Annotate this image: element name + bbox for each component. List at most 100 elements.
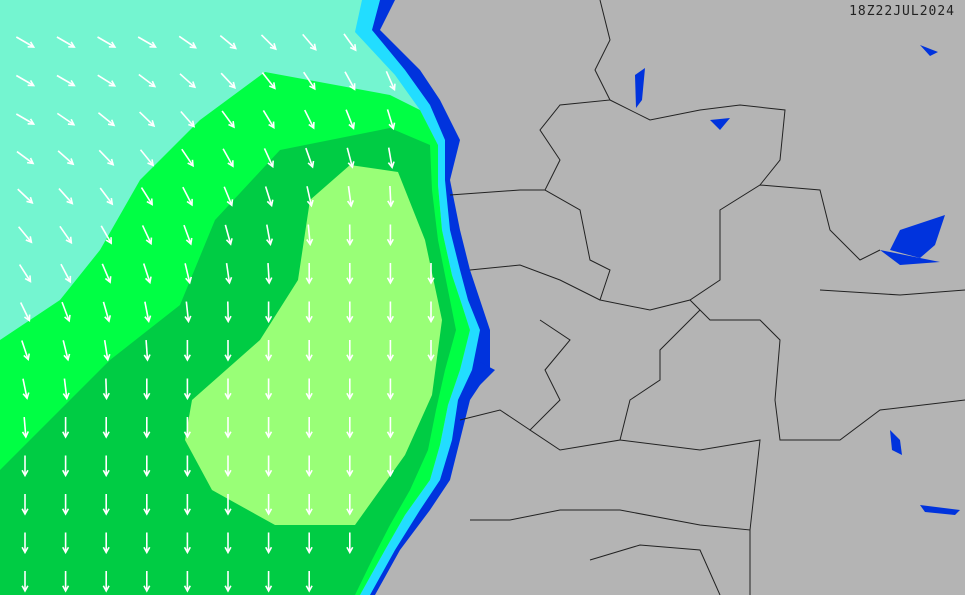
wind-arrow-icon: [183, 224, 193, 246]
wind-arrow-icon: [60, 263, 72, 284]
wind-arrow-icon: [224, 494, 232, 516]
wind-arrow-icon: [386, 455, 394, 478]
wind-arrow-icon: [100, 225, 113, 245]
wind-arrow-icon: [139, 149, 155, 167]
wind-arrow-icon: [17, 188, 34, 205]
wind-arrow-icon: [182, 186, 193, 207]
wind-arrow-icon: [62, 571, 70, 593]
wind-arrow-icon: [21, 571, 29, 593]
wind-arrow-icon: [143, 378, 151, 401]
wind-arrow-icon: [305, 263, 313, 285]
wind-arrow-icon: [265, 301, 273, 324]
wind-arrow-icon: [141, 225, 153, 246]
wind-arrow-icon: [260, 34, 277, 51]
wind-arrow-icon: [261, 72, 276, 90]
wind-arrow-icon: [103, 339, 111, 362]
wind-arrow-icon: [305, 455, 313, 478]
wind-arrow-icon: [19, 302, 31, 323]
wind-arrow-icon: [427, 263, 435, 285]
wind-arrow-icon: [62, 494, 70, 516]
wind-arrow-icon: [59, 225, 73, 245]
wind-arrows: [15, 33, 435, 593]
wind-arrow-icon: [305, 532, 313, 555]
wind-arrow-icon: [265, 532, 273, 555]
wind-arrow-icon: [224, 532, 232, 555]
zone-light-green: [185, 165, 442, 525]
wind-arrow-icon: [224, 340, 232, 362]
wind-arrow-icon: [224, 417, 232, 439]
wind-arrow-icon: [184, 301, 192, 324]
wind-arrow-icon: [179, 73, 197, 89]
timestamp-label: 18Z22JUL2024: [849, 4, 955, 19]
wind-arrow-icon: [346, 340, 354, 362]
wind-arrow-icon: [345, 109, 356, 130]
wind-arrow-icon: [21, 494, 29, 516]
wind-arrow-icon: [265, 494, 273, 516]
wind-arrow-icon: [102, 532, 110, 555]
wind-arrow-icon: [61, 301, 71, 323]
wind-arrow-icon: [346, 301, 354, 324]
wind-arrow-icon: [346, 494, 354, 516]
wind-arrow-icon: [265, 455, 273, 478]
wind-arrow-icon: [262, 110, 275, 129]
wind-arrow-icon: [219, 34, 237, 50]
wind-arrow-icon: [223, 186, 234, 207]
wind-arrow-icon: [387, 185, 395, 208]
wind-arrow-icon: [344, 71, 356, 91]
wind-arrow-icon: [183, 571, 191, 593]
wind-arrow-icon: [306, 224, 314, 247]
wind-arrow-icon: [22, 378, 30, 400]
wind-arrow-icon: [305, 494, 313, 516]
wind-arrow-icon: [346, 532, 354, 555]
wind-arrow-icon: [102, 571, 110, 593]
wind-arrow-icon: [62, 340, 71, 362]
wind-arrow-icon: [183, 340, 191, 362]
wind-arrow-icon: [16, 150, 35, 165]
wind-arrow-icon: [18, 226, 33, 244]
wind-arrow-icon: [21, 455, 29, 478]
wind-arrow-icon: [143, 532, 151, 555]
wind-arrow-icon: [386, 417, 394, 439]
wind-arrow-icon: [139, 111, 156, 128]
wind-arrow-icon: [102, 494, 110, 516]
wind-arrow-icon: [346, 263, 354, 285]
wind-arrow-icon: [386, 224, 394, 247]
wind-arrow-icon: [224, 571, 232, 593]
wind-arrow-icon: [427, 340, 435, 362]
wind-arrow-icon: [427, 301, 435, 324]
wind-arrow-icon: [183, 532, 191, 555]
wind-arrow-icon: [183, 455, 191, 478]
wind-arrow-icon: [225, 262, 233, 285]
wind-arrow-icon: [387, 147, 395, 169]
wind-arrow-icon: [385, 71, 396, 92]
wind-arrow-icon: [140, 187, 153, 206]
wind-arrow-icon: [137, 36, 157, 48]
borders: [449, 0, 965, 595]
wind-arrow-icon: [224, 455, 232, 478]
wind-arrow-icon: [224, 378, 232, 401]
wind-arrow-icon: [180, 110, 196, 128]
wind-arrow-icon: [183, 378, 191, 401]
wind-arrow-icon: [303, 71, 316, 91]
wind-arrow-icon: [56, 74, 76, 87]
wind-arrow-icon: [97, 36, 117, 48]
wind-arrow-icon: [306, 186, 314, 208]
wind-arrow-icon: [265, 378, 273, 401]
wind-arrow-icon: [97, 112, 116, 127]
wind-arrow-icon: [181, 148, 194, 168]
wind-arrow-icon: [56, 36, 76, 48]
wind-arrow-icon: [143, 494, 151, 516]
wind-arrow-icon: [102, 455, 110, 478]
wind-arrow-icon: [142, 263, 152, 285]
wind-arrow-icon: [221, 110, 235, 129]
wind-arrow-icon: [265, 262, 273, 285]
wind-arrow-icon: [62, 532, 70, 555]
wind-arrow-icon: [264, 186, 274, 208]
wind-arrow-icon: [305, 340, 313, 362]
wind-arrow-icon: [346, 185, 355, 208]
wind-arrow-icon: [386, 378, 394, 401]
wind-arrow-icon: [18, 264, 32, 283]
wind-arrow-icon: [15, 113, 36, 125]
wind-arrow-icon: [62, 417, 70, 439]
